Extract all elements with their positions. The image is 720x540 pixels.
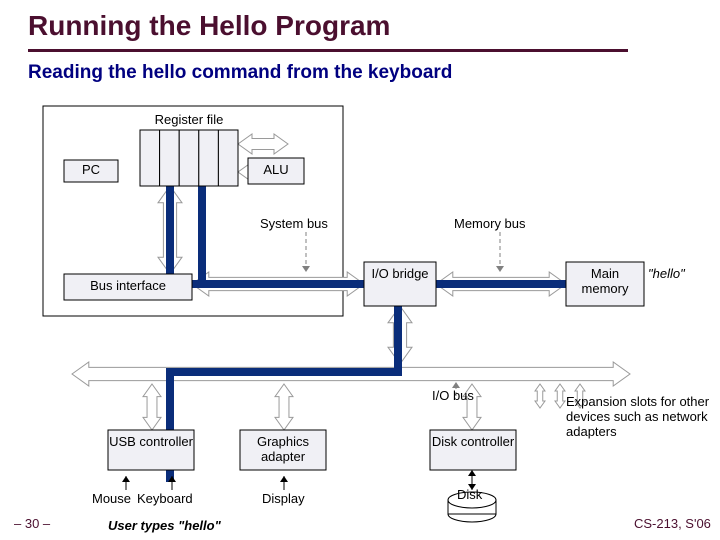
disk-label: Disk	[457, 487, 482, 502]
iobus-label: I/O bus	[432, 388, 474, 403]
pc-label: PC	[64, 162, 118, 177]
gfx-label: Graphics adapter	[240, 434, 326, 464]
display-label: Display	[262, 491, 305, 506]
usb-label: USB controller	[108, 434, 194, 449]
diskc-label: Disk controller	[430, 434, 516, 449]
title-underline	[28, 49, 628, 52]
page-subtitle: Reading the hello command from the keybo…	[28, 62, 452, 84]
page-left: – 30 –	[14, 516, 50, 531]
hello-text: "hello"	[648, 266, 685, 281]
mainmem-label: Main memory	[566, 266, 644, 296]
page-title: Running the Hello Program	[28, 10, 390, 42]
sysbus-label: System bus	[260, 216, 328, 231]
action-label: User types "hello"	[108, 518, 221, 533]
regfile-label: Register file	[140, 112, 238, 127]
alu-label: ALU	[248, 162, 304, 177]
expansion-label: Expansion slots for other devices such a…	[566, 394, 716, 439]
keyboard-label: Keyboard	[137, 491, 193, 506]
page-right: CS-213, S'06	[634, 516, 711, 531]
membus-label: Memory bus	[454, 216, 526, 231]
busif-label: Bus interface	[64, 278, 192, 293]
mouse-label: Mouse	[92, 491, 131, 506]
iobridge-label: I/O bridge	[364, 266, 436, 281]
